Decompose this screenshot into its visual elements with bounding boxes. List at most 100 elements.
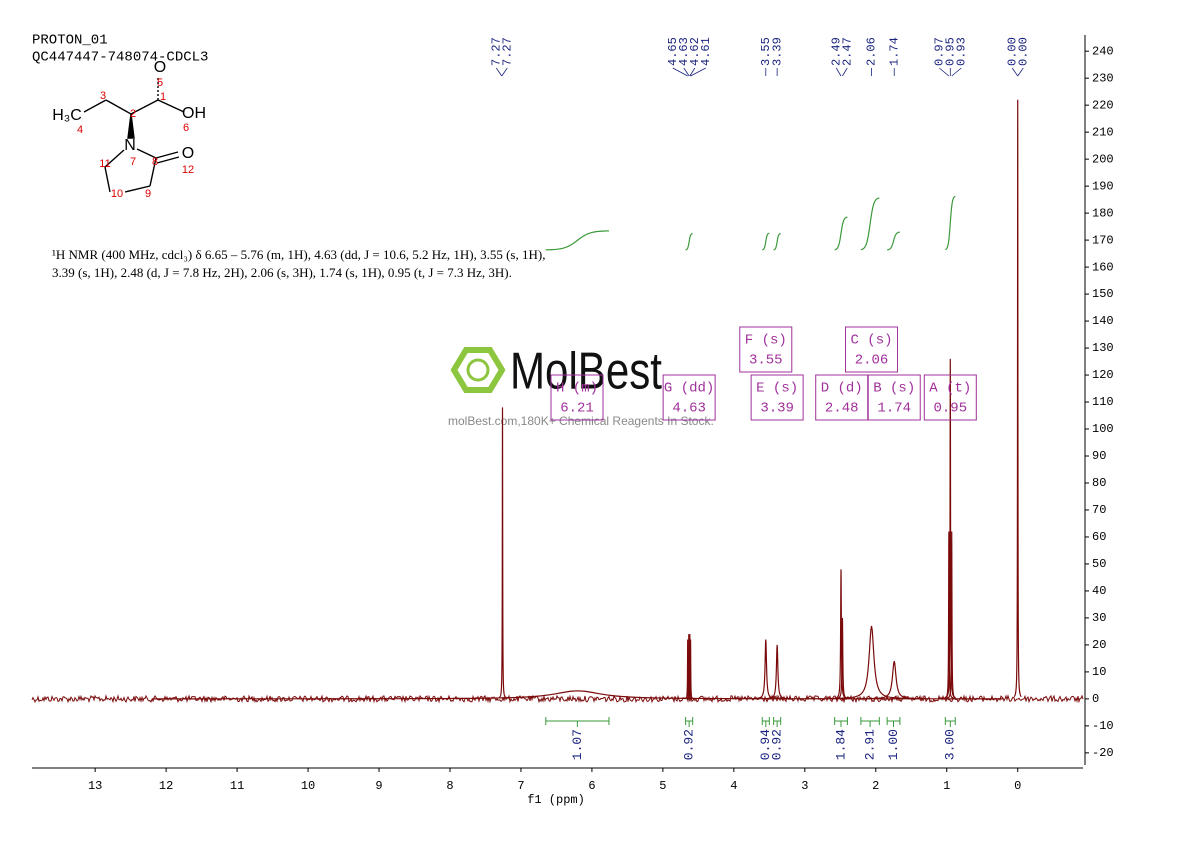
- integral-label: 0.92: [770, 729, 785, 760]
- integral-label: 1.00: [886, 729, 901, 760]
- peak-label-connector: [683, 67, 690, 77]
- y-tick-label: 100: [1092, 422, 1114, 436]
- structure: [83, 76, 185, 193]
- y-tick-label: 200: [1092, 152, 1114, 166]
- atom: O: [154, 59, 166, 76]
- integral-label: 1.84: [833, 729, 848, 760]
- atom-number: 3: [100, 90, 106, 102]
- y-tick-label: 10: [1092, 665, 1106, 679]
- x-tick-label: 10: [301, 779, 315, 793]
- y-tick-label: 130: [1092, 341, 1114, 355]
- y-tick-label: 20: [1092, 638, 1106, 652]
- peak-label: 4.63: [677, 37, 691, 66]
- peak: [862, 660, 927, 700]
- y-tick-label: 110: [1092, 395, 1114, 409]
- multiplet-box: [750, 374, 804, 421]
- bond: [83, 99, 107, 113]
- atom-number: 6: [183, 122, 189, 134]
- peak-label: 0.00: [1005, 37, 1019, 66]
- peak-label-connector: [495, 67, 503, 77]
- wedge-bond: [127, 113, 135, 139]
- multiplet-box: [662, 374, 716, 421]
- bond: [130, 99, 159, 115]
- peak-label-connector: [1017, 67, 1024, 77]
- peak: [764, 644, 790, 700]
- x-tick-label: 8: [446, 779, 453, 793]
- logo: [450, 347, 506, 393]
- bond: [157, 99, 185, 113]
- y-tick-label: 210: [1092, 125, 1114, 139]
- multiplet-shift: 6.21: [560, 401, 594, 417]
- integral-curve: [860, 197, 880, 251]
- x-axis-title: f1 (ppm): [527, 793, 585, 807]
- atom-number: 7: [130, 156, 136, 168]
- y-tick-label: 40: [1092, 584, 1106, 598]
- atom-number: 1: [160, 91, 166, 103]
- y-tick-label: 220: [1092, 98, 1114, 112]
- x-tick-label: 4: [730, 779, 737, 793]
- peak: [1013, 99, 1022, 698]
- peak-label: 0.00: [1016, 37, 1030, 66]
- integral-curve: [762, 232, 770, 251]
- y-tick-label: 70: [1092, 503, 1106, 517]
- nmr-description: 3.39 (s, 1H), 2.48 (d, J = 7.8 Hz, 2H), …: [52, 265, 512, 280]
- y-tick-label: -10: [1092, 719, 1114, 733]
- atom-number: 11: [99, 158, 110, 170]
- y-tick-label: 180: [1092, 206, 1114, 220]
- integral-curve: [773, 232, 781, 251]
- y-tick-label: 160: [1092, 260, 1114, 274]
- multiplet-name: C (s): [851, 333, 893, 349]
- y-tick-label: 30: [1092, 611, 1106, 625]
- x-tick-label: 3: [801, 779, 808, 793]
- x-tick-label: 11: [230, 779, 244, 793]
- x-tick-label: 5: [659, 779, 666, 793]
- peak-label: 2.49: [829, 37, 843, 66]
- integral-curve: [945, 195, 956, 251]
- bond: [156, 156, 180, 164]
- x-tick-label: 12: [159, 779, 173, 793]
- y-tick-label: -20: [1092, 746, 1114, 760]
- atom-number: 2: [130, 108, 136, 120]
- x-tick-label: 0: [1014, 779, 1021, 793]
- watermark-brand: MolBest: [510, 343, 662, 401]
- multiplet-name: F (s): [745, 333, 787, 349]
- multiplet-box: [845, 326, 899, 373]
- bond: [104, 166, 111, 193]
- atom: O: [182, 145, 194, 162]
- watermark-tagline: molBest.com,180K+ Chemical Reagents In S…: [448, 414, 714, 428]
- multiplet-box: [815, 374, 869, 421]
- subtitle: QC447447-748074-CDCL3: [32, 50, 208, 66]
- bond: [149, 157, 157, 187]
- peak: [151, 690, 1004, 700]
- bond: [124, 185, 151, 193]
- atom: H₃C: [52, 107, 82, 124]
- multiplet-shift: 4.63: [672, 401, 706, 417]
- atom-number: 8: [152, 156, 158, 168]
- multiplet-name: H (m): [556, 381, 598, 397]
- title: PROTON_01: [32, 33, 108, 49]
- atom-number: 5: [157, 77, 163, 89]
- integral-label: 1.07: [570, 729, 585, 760]
- bond: [105, 99, 132, 115]
- y-tick-label: 60: [1092, 530, 1106, 544]
- atom-number: 9: [145, 188, 151, 200]
- logo: [466, 358, 490, 382]
- multiplet-box: [550, 374, 604, 421]
- peak-label-connector: [690, 67, 707, 77]
- peak-label-connector: [842, 67, 848, 77]
- baseline: [31, 694, 1084, 704]
- nmr-description: ¹H NMR (400 MHz, cdcl₃) δ 6.65 – 5.76 (m…: [52, 247, 545, 262]
- y-tick-label: 230: [1092, 71, 1114, 85]
- peak-label: 4.62: [688, 37, 702, 66]
- peak-label-connector: [501, 67, 508, 77]
- y-tick-label: 140: [1092, 314, 1114, 328]
- y-tick-label: 50: [1092, 557, 1106, 571]
- peak-label: 0.95: [943, 37, 957, 66]
- integral-label: 2.91: [863, 729, 878, 760]
- atom-number: 4: [77, 124, 83, 136]
- peak-label-connector: [939, 67, 950, 77]
- peak-label-connector: [951, 67, 962, 77]
- x-tick-label: 1: [943, 779, 950, 793]
- integral-curve: [685, 232, 693, 251]
